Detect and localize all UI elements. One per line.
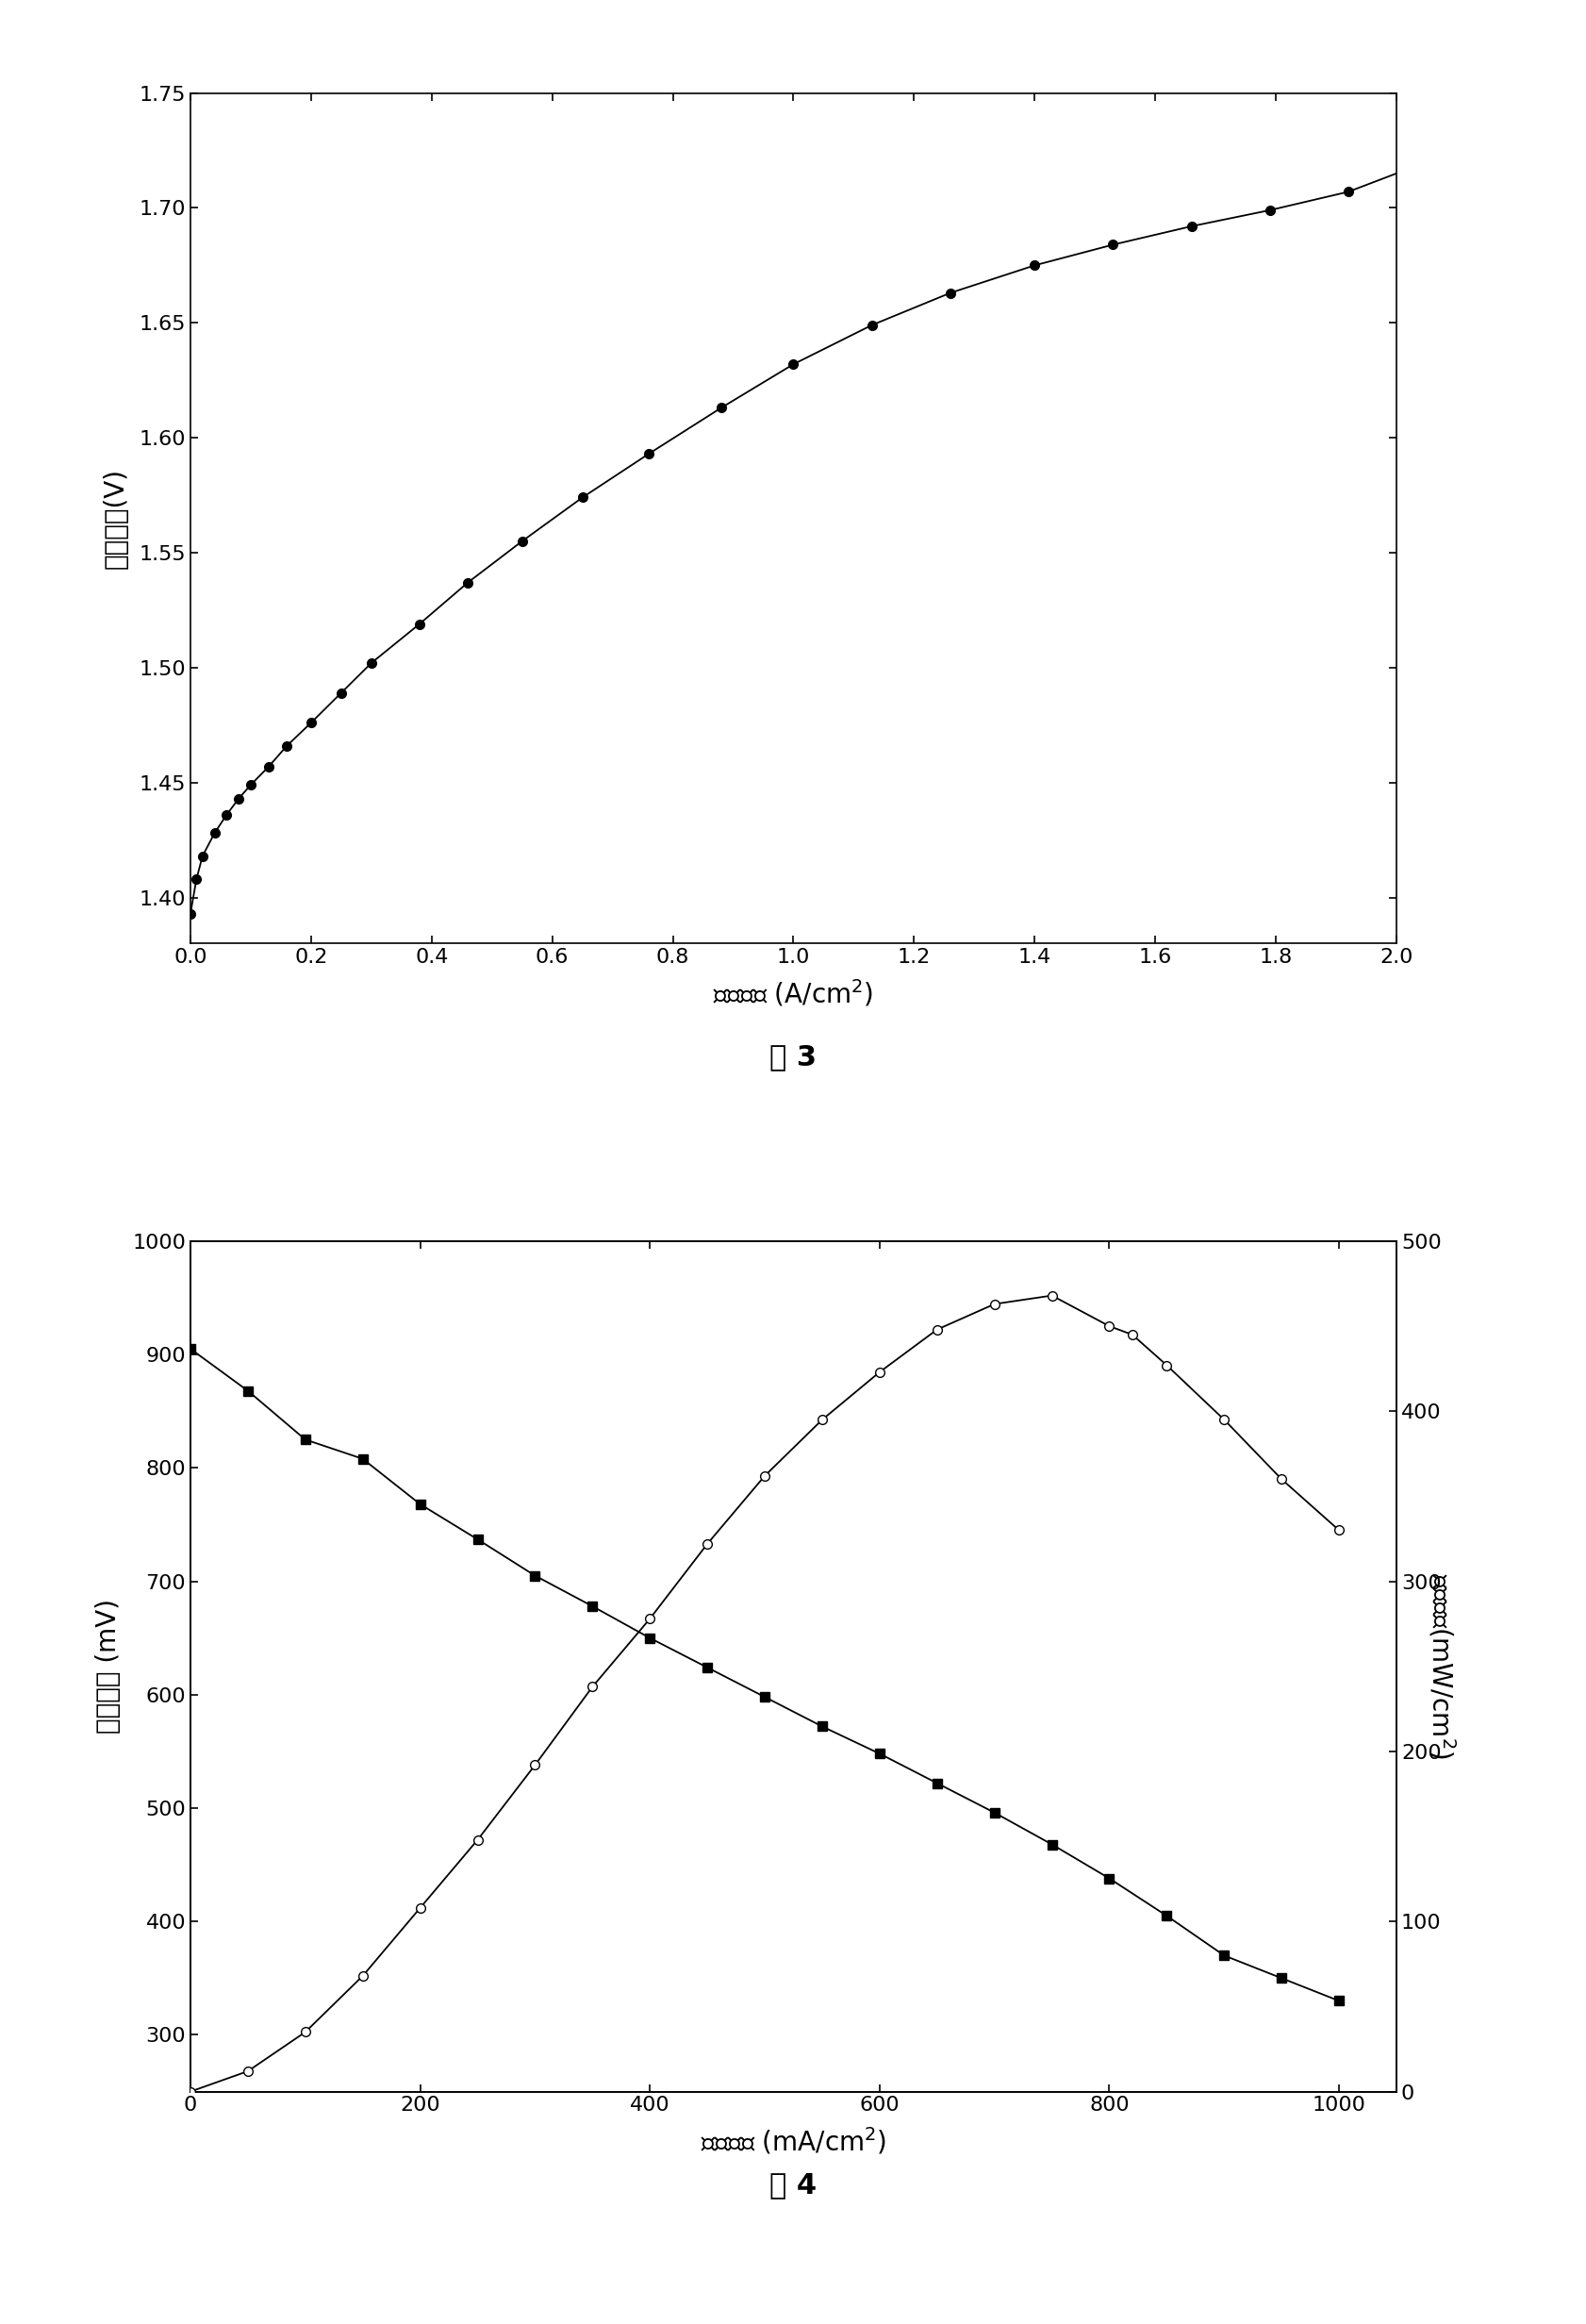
Y-axis label: 电解电压(V): 电解电压(V) [102,467,128,569]
Text: 图 4: 图 4 [769,2171,817,2199]
Y-axis label: 电池电压 (mV): 电池电压 (mV) [95,1599,122,1734]
X-axis label: 电流密度 (A/cm$^2$): 电流密度 (A/cm$^2$) [712,978,874,1009]
X-axis label: 电流密度 (mA/cm$^2$): 电流密度 (mA/cm$^2$) [699,2126,887,2157]
Text: 图 3: 图 3 [769,1043,817,1071]
Y-axis label: 功率密度(mW/cm$^2$): 功率密度(mW/cm$^2$) [1426,1573,1456,1759]
